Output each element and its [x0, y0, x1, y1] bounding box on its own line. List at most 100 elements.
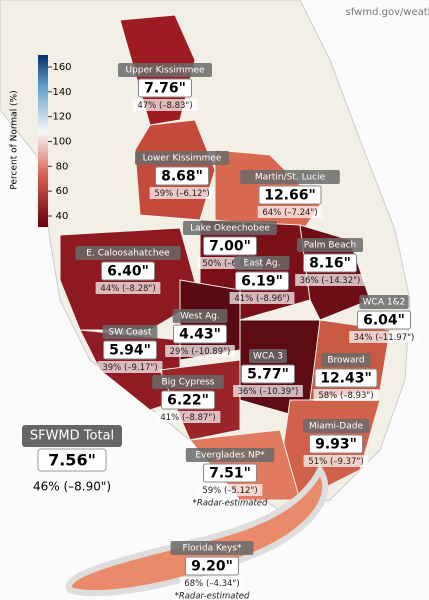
- region-percent-box: [197, 484, 263, 496]
- region-percent: 44% (–8.28"): [100, 284, 155, 294]
- region-name: WCA 1&2: [363, 298, 406, 308]
- region-percent-box: [257, 206, 323, 218]
- region-rainfall: 7.51": [209, 466, 251, 482]
- region-percent-box: [303, 455, 369, 467]
- region-value-box: [103, 340, 157, 360]
- colorbar-tick-label: 60: [56, 186, 69, 197]
- region-value-box: [203, 463, 257, 483]
- region-name: Broward: [327, 356, 364, 366]
- region-percent-box: [295, 274, 365, 286]
- region-name: Big Cypress: [162, 378, 215, 388]
- region-rainfall: 6.22": [167, 393, 209, 409]
- region-name-box: [234, 256, 290, 270]
- region-percent-box: [155, 411, 221, 423]
- region-name: Lower Kissimmee: [143, 154, 222, 164]
- region-percent-box: [95, 282, 161, 294]
- region-name-box: [183, 221, 277, 235]
- region-percent-box: [132, 99, 198, 111]
- region-name-box: [135, 151, 229, 165]
- colorbar-tick-label: 100: [52, 137, 71, 148]
- region-rainfall: 4.43": [179, 327, 221, 343]
- region-percent-box: [233, 385, 303, 397]
- region-name: Miami-Dade: [309, 422, 363, 432]
- region-value-box: [185, 556, 239, 576]
- region-name-box: [172, 309, 228, 323]
- region-rainfall: 7.76": [144, 81, 186, 97]
- region-percent: 59% (–6.12"): [154, 189, 209, 199]
- region-percent: 29% (–10.89"): [170, 347, 231, 357]
- region-value-box: [258, 185, 322, 205]
- region-percent: 39% (–9.17"): [102, 363, 157, 373]
- region-percent: 36% (–14.32"): [300, 276, 361, 286]
- region-percent: 50% (–6.95"): [202, 259, 257, 269]
- region-percent-box: [165, 345, 235, 357]
- total-value-box: [37, 448, 107, 472]
- source: sfwmd.gov/weather: [346, 7, 429, 18]
- colorbar-tick-label: 140: [52, 87, 71, 98]
- total-rainfall: 7.56": [48, 451, 96, 470]
- region-percent: 36% (–10.39"): [238, 387, 299, 397]
- total-name: SFWMD Total: [30, 429, 114, 444]
- total-box: [22, 425, 122, 447]
- region-note: *Radar-estimated: [193, 499, 268, 509]
- region-percent: 68% (–4.34"): [184, 579, 239, 589]
- region-value-box: [357, 310, 411, 330]
- region-name-box: [152, 375, 224, 389]
- region-percent-box: [229, 292, 295, 304]
- region-name: Lake Okeechobee: [190, 224, 270, 234]
- region-name-box: [249, 349, 287, 363]
- region-name-box: [102, 325, 158, 339]
- region-percent-box: [149, 187, 215, 199]
- region-rainfall: 8.68": [161, 169, 203, 185]
- region-name-box: [297, 238, 363, 252]
- region-name: Martin/St. Lucie: [255, 173, 326, 183]
- region-percent-box: [313, 389, 379, 401]
- region-rainfall: 5.77": [247, 367, 289, 383]
- total-percent: 46% (–8.90"): [33, 480, 111, 494]
- region-name: Everglades NP*: [195, 451, 265, 461]
- region-rainfall: 12.66": [264, 188, 316, 204]
- region-percent: 34% (–11.97"): [354, 333, 415, 343]
- region-name-box: [359, 295, 409, 309]
- florida-keys: [65, 464, 329, 597]
- region-value-box: [138, 78, 192, 98]
- region-value-box: [309, 434, 363, 454]
- region-name-box: [118, 63, 212, 77]
- region-percent: 64% (–7.24"): [262, 208, 317, 218]
- region-value-box: [161, 390, 215, 410]
- region-rainfall: 6.40": [107, 264, 149, 280]
- region-name-box: [75, 246, 181, 260]
- region-value-box: [303, 253, 357, 273]
- region-value-box: [241, 364, 295, 384]
- region-value-box: [101, 261, 155, 281]
- region-name: Florida Keys*: [183, 544, 242, 554]
- colorbar: [38, 55, 48, 227]
- region-percent: 47% (–8.83"): [137, 101, 192, 111]
- region-value-box: [203, 236, 257, 256]
- region-percent: 41% (–8.96"): [234, 294, 289, 304]
- region-percent-box: [349, 331, 419, 343]
- region-percent: 59% (–5.12"): [202, 486, 257, 496]
- region-value-box: [155, 166, 209, 186]
- colorbar-tick-label: 80: [56, 161, 69, 172]
- region-rainfall: 9.93": [315, 437, 357, 453]
- region-note: *Radar-estimated: [175, 592, 250, 600]
- legend-title: Percent of Normal (%): [10, 90, 20, 189]
- region-name: West Ag.: [180, 312, 220, 322]
- region-value-box: [235, 271, 289, 291]
- region-name: E. Caloosahatchee: [86, 249, 170, 259]
- region-name: East Ag.: [243, 259, 280, 269]
- region-percent: 41% (–8.87"): [160, 413, 215, 423]
- region-rainfall: 7.00": [209, 239, 251, 255]
- region-name: SW Coast: [109, 328, 152, 338]
- region-name-box: [303, 419, 369, 433]
- region-value-box: [314, 368, 378, 388]
- region-name: Palm Beach: [304, 241, 357, 251]
- region-percent: 58% (–8.93"): [318, 391, 373, 401]
- region-rainfall: 6.19": [241, 274, 283, 290]
- region-rainfall: 5.94": [109, 343, 151, 359]
- region-name-box: [321, 353, 371, 367]
- region-rainfall: 9.20": [191, 559, 233, 575]
- region-rainfall: 6.04": [363, 313, 405, 329]
